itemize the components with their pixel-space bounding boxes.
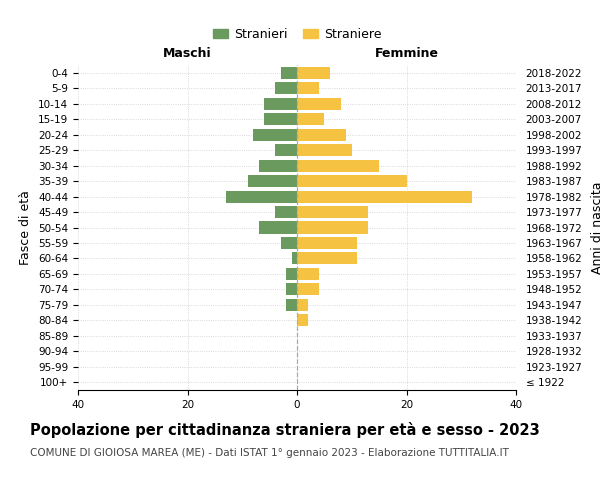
Bar [297, 252, 357, 264]
Bar [281, 66, 297, 79]
Bar [248, 175, 297, 187]
Bar [264, 113, 297, 125]
Y-axis label: Anni di nascita: Anni di nascita [591, 181, 600, 274]
Y-axis label: Fasce di età: Fasce di età [19, 190, 32, 265]
Bar [297, 299, 308, 311]
Bar [297, 268, 319, 280]
Bar [297, 237, 357, 249]
Bar [275, 144, 297, 156]
Bar [253, 128, 297, 140]
Bar [297, 190, 472, 202]
Bar [297, 314, 308, 326]
Bar [297, 206, 368, 218]
Bar [297, 175, 407, 187]
Bar [281, 237, 297, 249]
Bar [297, 98, 341, 110]
Bar [286, 299, 297, 311]
Bar [286, 268, 297, 280]
Bar [292, 252, 297, 264]
Bar [275, 82, 297, 94]
Bar [259, 160, 297, 172]
Text: Femmine: Femmine [374, 47, 439, 60]
Bar [297, 66, 330, 79]
Bar [275, 206, 297, 218]
Bar [297, 160, 379, 172]
Text: Popolazione per cittadinanza straniera per età e sesso - 2023: Popolazione per cittadinanza straniera p… [30, 422, 540, 438]
Bar [297, 82, 319, 94]
Bar [297, 128, 346, 140]
Bar [286, 284, 297, 296]
Bar [297, 144, 352, 156]
Text: Maschi: Maschi [163, 47, 212, 60]
Bar [264, 98, 297, 110]
Bar [226, 190, 297, 202]
Bar [297, 284, 319, 296]
Legend: Stranieri, Straniere: Stranieri, Straniere [208, 22, 386, 46]
Bar [297, 222, 368, 234]
Bar [297, 113, 325, 125]
Text: COMUNE DI GIOIOSA MAREA (ME) - Dati ISTAT 1° gennaio 2023 - Elaborazione TUTTITA: COMUNE DI GIOIOSA MAREA (ME) - Dati ISTA… [30, 448, 509, 458]
Bar [259, 222, 297, 234]
